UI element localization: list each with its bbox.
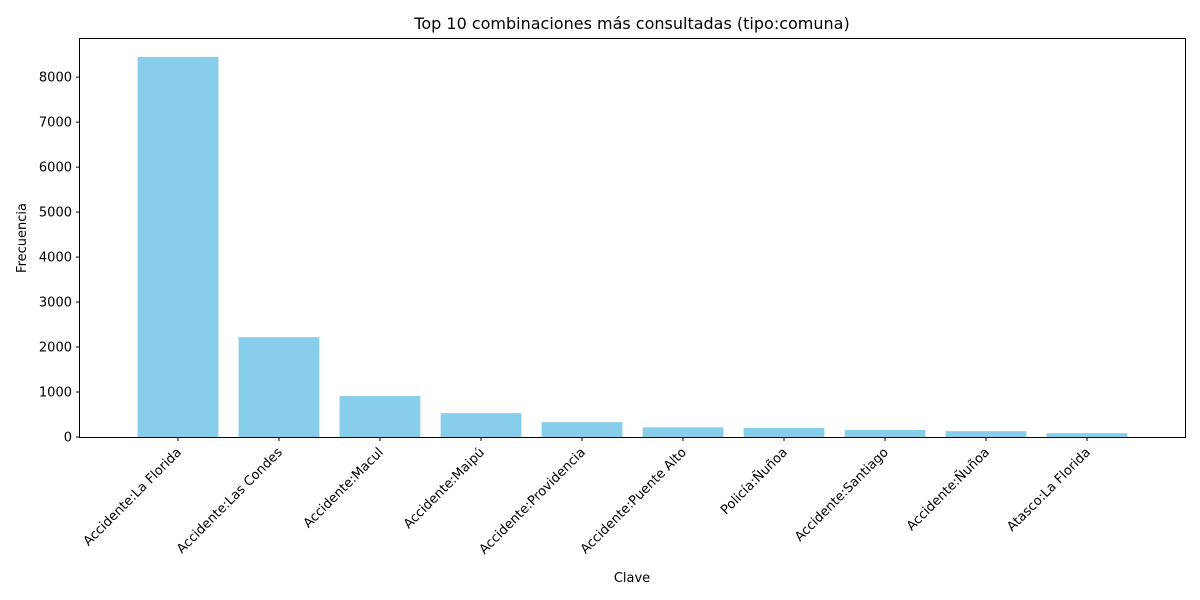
- x-tick-label: Atasco:La Florida: [1004, 445, 1093, 534]
- y-tick-label: 2000: [39, 341, 72, 356]
- bar: [339, 396, 421, 437]
- x-tick-label: Accidente:Las Condes: [174, 445, 286, 557]
- x-tick-label: Accidente:Puente Alto: [578, 445, 690, 557]
- x-tick-label: Accidente:Macul: [301, 445, 387, 531]
- y-axis: 0 1000 2000 3000 4000 5000 6000 7000 8000: [39, 71, 80, 446]
- bar: [137, 56, 219, 438]
- y-tick-label: 0: [64, 431, 72, 446]
- y-tick-label: 3000: [39, 296, 72, 311]
- bar: [238, 337, 320, 437]
- y-tick-label: 7000: [39, 116, 72, 131]
- y-tick-label: 5000: [39, 206, 72, 221]
- x-axis-label: Clave: [614, 571, 650, 586]
- x-tick-label: Policía:Ñuñoa: [717, 445, 790, 518]
- y-tick-label: 1000: [39, 386, 72, 401]
- chart-title: Top 10 combinaciones más consultadas (ti…: [413, 14, 849, 33]
- x-tick-label: Accidente:Maipú: [401, 445, 488, 532]
- bar: [1046, 433, 1128, 437]
- bar: [440, 413, 522, 437]
- y-axis-label: Frecuencia: [15, 203, 30, 273]
- bar: [541, 422, 623, 437]
- x-tick-label: Accidente:Ñuñoa: [903, 445, 993, 535]
- x-tick-label: Accidente:Providencia: [477, 445, 589, 557]
- bar: [945, 431, 1027, 437]
- bar: [844, 430, 926, 437]
- y-tick-label: 8000: [39, 71, 72, 86]
- plot-frame: [79, 38, 1186, 438]
- bar: [743, 428, 825, 437]
- bars-layer: [137, 56, 1128, 438]
- x-tick-label: Accidente:La Florida: [81, 445, 185, 549]
- bar: [642, 427, 724, 437]
- x-tick-label: Accidente:Santiago: [792, 445, 892, 545]
- y-tick-label: 6000: [39, 161, 72, 176]
- y-tick-label: 4000: [39, 251, 72, 266]
